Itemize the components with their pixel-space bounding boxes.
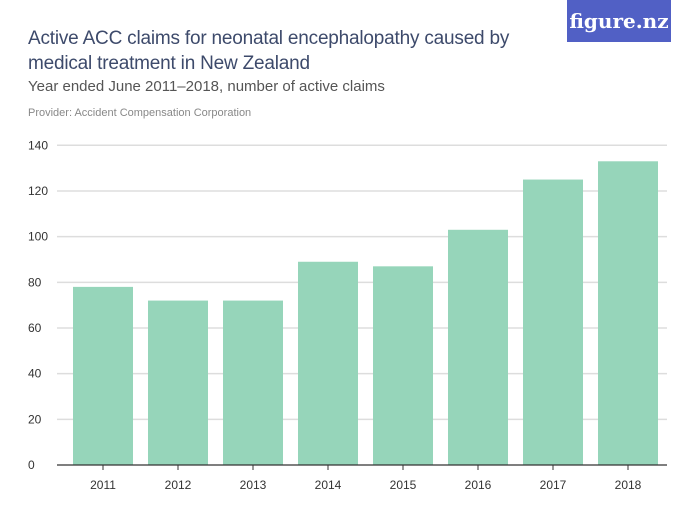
x-tick-label: 2015	[390, 478, 417, 492]
y-tick-label: 60	[28, 321, 42, 335]
bar-2014	[298, 261, 358, 465]
y-tick-label: 140	[28, 138, 48, 152]
x-tick-label: 2018	[615, 478, 642, 492]
bar-2016	[448, 229, 508, 465]
chart-subtitle: Year ended June 2011–2018, number of act…	[28, 78, 385, 95]
bar-2018	[598, 161, 658, 465]
bar-2013	[223, 300, 283, 465]
x-tick-label: 2014	[315, 478, 342, 492]
x-tick-label: 2016	[465, 478, 492, 492]
bar-2011	[73, 286, 133, 465]
provider-note: Provider: Accident Compensation Corporat…	[28, 107, 252, 119]
bar-2015	[373, 266, 433, 465]
y-tick-label: 120	[28, 184, 48, 198]
y-tick-label: 0	[28, 458, 35, 472]
x-tick-label: 2011	[90, 478, 116, 492]
figure-nz-logo[interactable]: figure.nz	[567, 0, 671, 42]
x-tick-label: 2012	[165, 478, 192, 492]
y-tick-label: 80	[28, 275, 42, 289]
x-tick-label: 2013	[240, 478, 267, 492]
bar-2012	[148, 300, 208, 465]
y-tick-label: 40	[28, 367, 42, 381]
y-tick-label: 100	[28, 230, 48, 244]
y-tick-label: 20	[28, 412, 42, 426]
bar-2017	[523, 179, 583, 465]
chart-title: Active ACC claims for neonatal encephalo…	[28, 28, 510, 74]
x-tick-label: 2017	[540, 478, 567, 492]
